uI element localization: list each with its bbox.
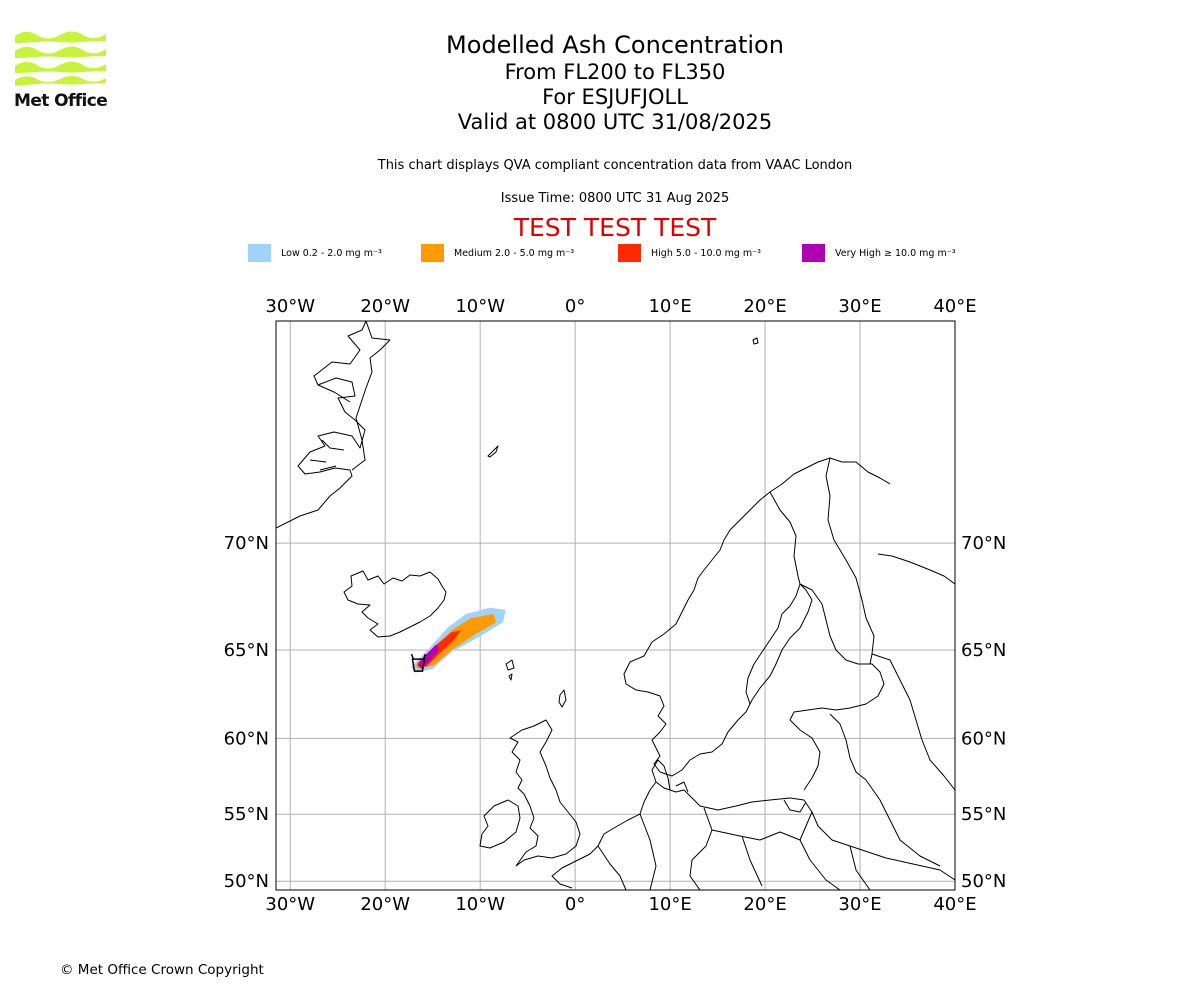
lon-tick-label-bottom: 0°	[565, 894, 585, 915]
lat-tick-label-right: 55°N	[961, 804, 1006, 825]
volcano-source	[410, 653, 427, 672]
ireland	[479, 799, 521, 849]
legend-swatch-high	[618, 244, 641, 262]
lat-tick-label-right: 50°N	[961, 871, 1006, 892]
lon-tick-label-top: 10°E	[648, 296, 691, 317]
kaliningrad	[783, 799, 807, 813]
legend-swatch-very-high	[802, 244, 825, 262]
lon-tick-label-bottom: 10°E	[648, 894, 691, 915]
lat-tick-label-right: 70°N	[961, 533, 1006, 554]
lat-tick-label-left: 70°N	[224, 533, 269, 554]
greenland-east-coast	[351, 321, 391, 471]
lon-tick-label-top: 10°W	[455, 296, 505, 317]
chart-titles: Modelled Ash Concentration From FL200 to…	[315, 30, 915, 135]
great-britain	[509, 719, 581, 867]
inland-borders	[597, 807, 871, 890]
greenland-coast	[276, 321, 367, 529]
finland-coast	[789, 583, 885, 721]
legend-swatch-low	[248, 244, 271, 262]
legend-label-medium: Medium 2.0 - 5.0 mg m⁻³	[454, 247, 575, 259]
continent-north-coast	[551, 781, 955, 889]
qva-note: This chart displays QVA compliant concen…	[377, 158, 853, 173]
graticule	[276, 321, 955, 890]
wave-logo-icon	[15, 31, 106, 86]
lon-tick-label-top: 0°	[565, 296, 585, 317]
map-frame	[275, 320, 956, 891]
legend-label-high: High 5.0 - 10.0 mg m⁻³	[651, 247, 761, 259]
lon-tick-label-top: 20°E	[743, 296, 786, 317]
iceland-coast	[343, 570, 447, 638]
legend-item-medium: Medium 2.0 - 5.0 mg m⁻³	[421, 244, 574, 262]
tick-labels: 30°W 30°W 20°W 20°W 10°W 10°W 0° 0° 10°E 10°E 20°E…	[224, 296, 1007, 915]
shetland	[558, 689, 567, 708]
legend-item-very-high: Very High ≥ 10.0 mg m⁻³	[802, 244, 956, 262]
test-banner: TEST TEST TEST	[513, 213, 717, 242]
issue-time: Issue Time: 0800 UTC 31 Aug 2025	[500, 191, 730, 206]
lat-tick-label-left: 65°N	[224, 640, 269, 661]
faroe-islands	[505, 659, 515, 681]
bear-island	[752, 337, 759, 345]
legend-label-very-high: Very High ≥ 10.0 mg m⁻³	[835, 247, 956, 259]
norway-coast	[623, 457, 891, 773]
valid-time: Valid at 0800 UTC 31/08/2025	[457, 110, 773, 134]
lat-tick-label-left: 60°N	[224, 728, 269, 749]
kola-coast	[877, 553, 955, 585]
ash-very-high-area	[417, 644, 440, 669]
sweden-baltic-coast	[659, 583, 813, 777]
baltic-states	[789, 713, 867, 791]
legend-item-low: Low 0.2 - 2.0 mg m⁻³	[248, 244, 382, 262]
lat-tick-label-left: 50°N	[224, 871, 269, 892]
legend: Low 0.2 - 2.0 mg m⁻³ Medium 2.0 - 5.0 mg…	[0, 244, 1200, 264]
lat-tick-label-right: 65°N	[961, 640, 1006, 661]
lat-tick-label-left: 55°N	[224, 804, 269, 825]
lon-tick-label-bottom: 30°W	[265, 894, 315, 915]
ash-cloud	[410, 607, 506, 673]
lon-tick-label-top: 40°E	[933, 296, 976, 317]
russia-border	[871, 653, 955, 791]
lon-tick-label-bottom: 30°E	[838, 894, 881, 915]
legend-item-high: High 5.0 - 10.0 mg m⁻³	[618, 244, 761, 262]
volcano-name: For ESJUFJOLL	[542, 85, 688, 109]
greenland-fjords	[309, 384, 351, 471]
belarus-border	[865, 779, 941, 867]
lon-tick-label-top: 20°W	[360, 296, 410, 317]
met-office-logo: Met Office	[14, 28, 114, 114]
denmark	[651, 759, 689, 793]
lon-tick-label-bottom: 40°E	[933, 894, 976, 915]
legend-label-low: Low 0.2 - 2.0 mg m⁻³	[281, 247, 382, 259]
legend-swatch-medium	[421, 244, 444, 262]
lon-tick-label-bottom: 10°W	[455, 894, 505, 915]
flight-levels: From FL200 to FL350	[504, 60, 726, 84]
lon-tick-label-bottom: 20°E	[743, 894, 786, 915]
lon-tick-label-top: 30°E	[838, 296, 881, 317]
copyright: © Met Office Crown Copyright	[60, 962, 264, 978]
logo-text: Met Office	[14, 91, 108, 111]
finland-border	[825, 457, 875, 665]
sweden-norway-border	[769, 491, 801, 585]
chart-title: Modelled Ash Concentration	[446, 31, 784, 59]
jan-mayen	[487, 445, 499, 458]
lat-tick-label-right: 60°N	[961, 728, 1006, 749]
lon-tick-label-top: 30°W	[265, 296, 315, 317]
volcano-icon	[410, 653, 427, 672]
lon-tick-label-bottom: 20°W	[360, 894, 410, 915]
